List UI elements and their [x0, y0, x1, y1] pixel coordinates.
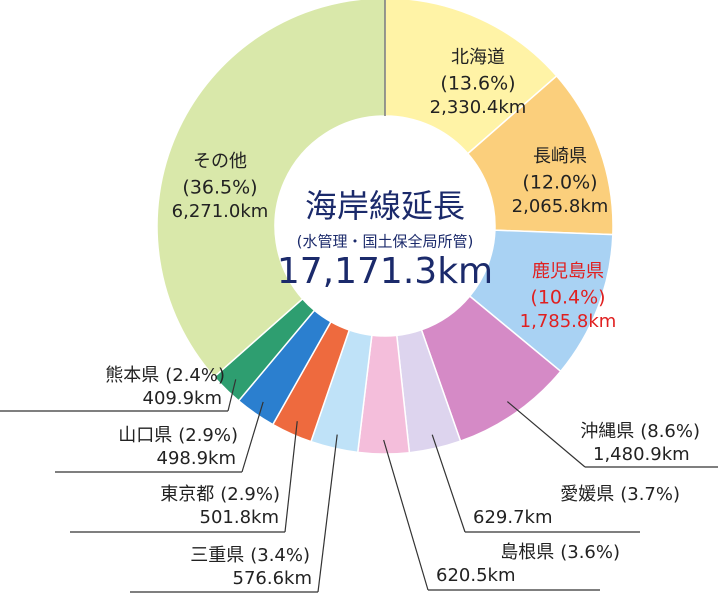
slice-percent: (2.4%)	[165, 365, 225, 386]
slice-percent: (3.4%)	[250, 545, 310, 566]
slice-name: 三重県	[190, 545, 244, 566]
slice-name: 東京都	[160, 484, 214, 505]
slice-name: 北海道	[451, 47, 505, 68]
slice-percent: (2.9%)	[220, 484, 280, 505]
slice-label: 沖縄県 (8.6%)	[580, 421, 700, 442]
slice-name: 沖縄県	[580, 421, 634, 442]
slice-value: 409.9km	[143, 388, 223, 409]
leader-line	[431, 434, 466, 533]
slice-name: 島根県	[500, 542, 554, 563]
slice-value: 6,271.0km	[172, 201, 269, 222]
slice-percent: (2.9%)	[178, 425, 238, 446]
slice-name: その他	[193, 151, 247, 172]
slice-percent: (10.4%)	[530, 287, 605, 309]
slice-name: 愛媛県	[560, 484, 614, 505]
slice-percent: (8.6%)	[640, 421, 700, 442]
center-subtitle: (水管理・国土保全局所管)	[297, 233, 474, 251]
slice-percent: (3.6%)	[560, 542, 620, 563]
slice-value: 1,480.9km	[593, 444, 690, 465]
leader-line	[284, 421, 298, 533]
slice-value: 576.6km	[233, 568, 313, 589]
total-label: 17,171.3km	[277, 251, 493, 292]
leader-line	[506, 401, 586, 468]
slice-value: 629.7km	[473, 507, 553, 528]
slice-label: 三重県 (3.4%)	[190, 545, 310, 566]
slices	[156, 0, 614, 455]
center-title: 海岸線延長	[305, 187, 465, 225]
slice-value: 2,065.8km	[512, 196, 609, 217]
slice-value: 1,785.8km	[520, 311, 617, 332]
slice-label: 愛媛県 (3.7%)	[560, 484, 680, 505]
leader-line	[317, 434, 338, 593]
slice-label: 東京都 (2.9%)	[160, 484, 280, 505]
donut-hole	[275, 116, 495, 336]
slice-name: 鹿児島県	[532, 261, 604, 282]
slice-name: 長崎県	[533, 146, 587, 167]
slice-percent: (12.0%)	[522, 172, 597, 194]
leader-line	[383, 439, 429, 591]
slice-percent: (36.5%)	[182, 177, 257, 199]
slice-name: 熊本県	[105, 365, 159, 386]
slice-name: 山口県	[118, 425, 172, 446]
slice-value: 2,330.4km	[430, 97, 527, 118]
slice-label: 島根県 (3.6%)	[500, 542, 620, 563]
slice-label: 熊本県 (2.4%)	[105, 365, 225, 386]
slice-value: 620.5km	[436, 565, 516, 586]
slice-label: 山口県 (2.9%)	[118, 425, 238, 446]
leader-line	[227, 379, 237, 412]
slice-value: 498.9km	[157, 448, 237, 469]
slice-value: 501.8km	[200, 507, 280, 528]
leader-line	[241, 401, 264, 473]
slice-percent: (3.7%)	[620, 484, 680, 505]
slice-percent: (13.6%)	[440, 73, 515, 95]
